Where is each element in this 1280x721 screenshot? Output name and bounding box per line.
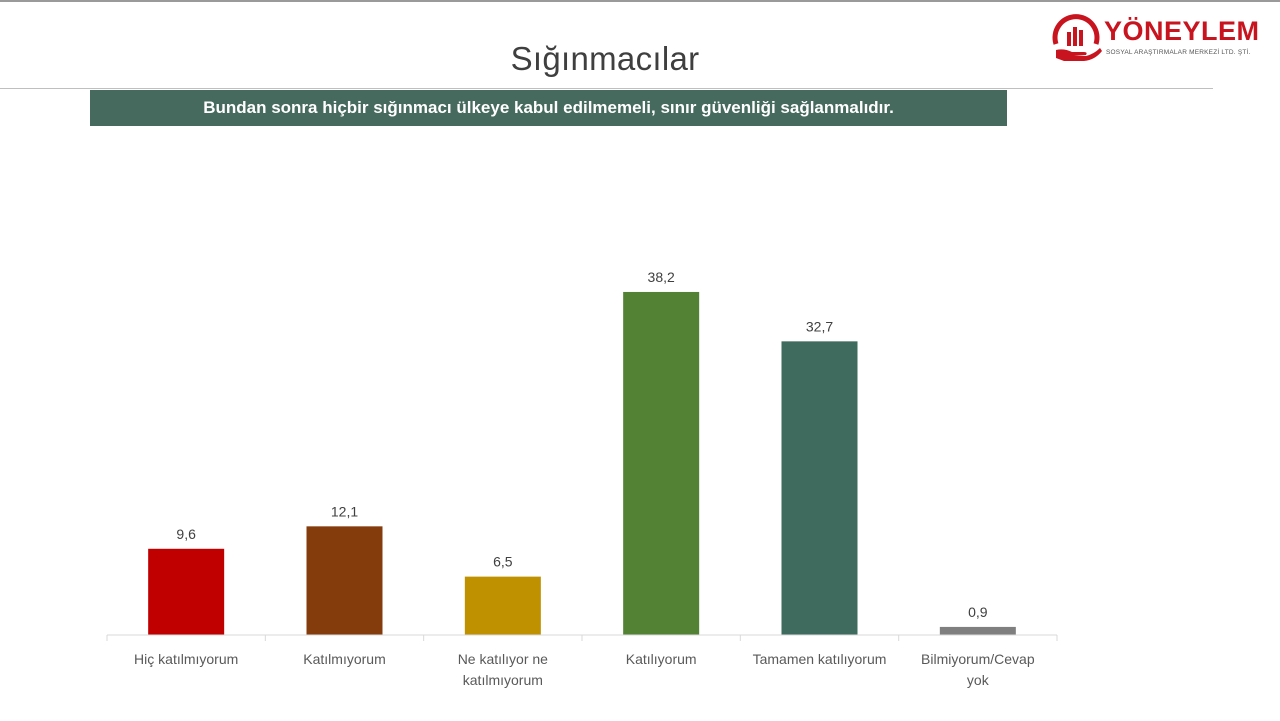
logo-subtitle: SOSYAL ARAŞTIRMALAR MERKEZİ LTD. ŞTİ. xyxy=(1106,49,1251,56)
bar xyxy=(939,626,1016,635)
category-label: Katılıyorum xyxy=(626,651,697,667)
data-label: 38,2 xyxy=(648,269,675,285)
bar xyxy=(306,526,383,635)
bar xyxy=(148,548,225,635)
title-divider xyxy=(0,88,1213,89)
data-label: 0,9 xyxy=(968,604,988,620)
bar xyxy=(464,576,541,635)
data-label: 6,5 xyxy=(493,554,513,570)
logo-name: YÖNEYLEM xyxy=(1104,16,1260,46)
top-rule xyxy=(0,0,1280,2)
bar-chart-in-hand-logo-icon xyxy=(1052,14,1102,61)
company-logo: YÖNEYLEM SOSYAL ARAŞTIRMALAR MERKEZİ LTD… xyxy=(1050,14,1265,66)
data-label: 12,1 xyxy=(331,503,358,519)
category-label: Ne katılıyor ne xyxy=(458,651,548,667)
page-title: Sığınmacılar xyxy=(510,40,700,77)
data-label: 9,6 xyxy=(176,526,196,542)
bar xyxy=(623,291,700,635)
category-label: Tamamen katılıyorum xyxy=(753,651,887,667)
data-label: 32,7 xyxy=(806,318,833,334)
category-label: Katılmıyorum xyxy=(303,651,385,667)
category-label: katılmıyorum xyxy=(463,672,543,688)
category-label: yok xyxy=(967,672,990,688)
category-label: Bilmiyorum/Cevap xyxy=(921,651,1035,667)
category-label: Hiç katılmıyorum xyxy=(134,651,238,667)
question-banner: Bundan sonra hiçbir sığınmacı ülkeye kab… xyxy=(90,90,1007,126)
bar xyxy=(781,341,858,635)
question-text: Bundan sonra hiçbir sığınmacı ülkeye kab… xyxy=(203,98,894,117)
